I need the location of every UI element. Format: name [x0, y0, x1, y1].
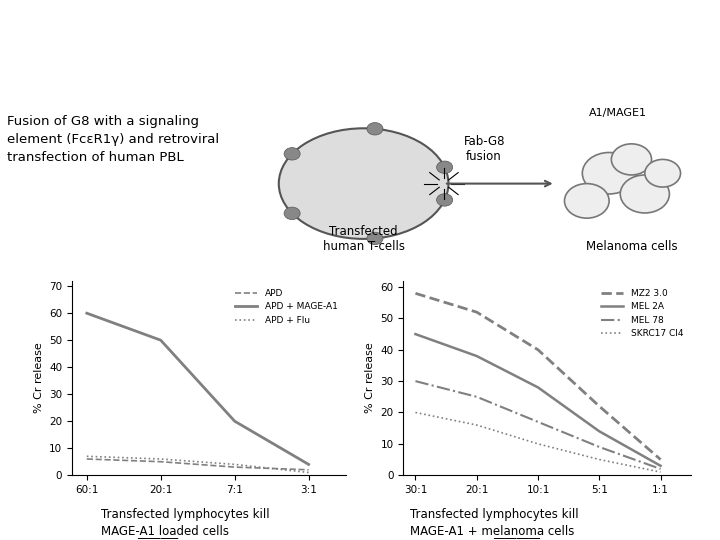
Text: A1/MAGE1: A1/MAGE1 — [589, 107, 647, 118]
Legend: APD, APD + MAGE-A1, APD + Flu: APD, APD + MAGE-A1, APD + Flu — [231, 285, 341, 328]
Circle shape — [367, 232, 383, 245]
Circle shape — [367, 123, 383, 135]
Ellipse shape — [279, 129, 449, 239]
Text: Fusion of G8 with a signaling
element (FcεR1γ) and retroviral
transfection of hu: Fusion of G8 with a signaling element (F… — [7, 115, 220, 164]
Text: Fab-G8 can efficiently retarget primary
human lymphocytes: Fab-G8 can efficiently retarget primary … — [114, 32, 606, 76]
Circle shape — [436, 194, 453, 206]
Text: Transfected lymphocytes kill
MAGE-A1 + melanoma cells: Transfected lymphocytes kill MAGE-A1 + m… — [410, 508, 579, 538]
Circle shape — [284, 147, 300, 160]
Text: Transfected lymphocytes kill
MAGE-A1 loaded cells: Transfected lymphocytes kill MAGE-A1 loa… — [101, 508, 269, 538]
Circle shape — [564, 184, 609, 218]
Text: Melanoma cells: Melanoma cells — [585, 240, 678, 253]
Circle shape — [436, 161, 453, 173]
Text: Transfected
human T-cells: Transfected human T-cells — [323, 225, 405, 253]
Y-axis label: % Cr release: % Cr release — [34, 342, 44, 414]
Circle shape — [645, 159, 680, 187]
Circle shape — [621, 175, 670, 213]
Text: _______: _______ — [137, 526, 178, 539]
Y-axis label: % Cr release: % Cr release — [365, 342, 375, 414]
Circle shape — [611, 144, 652, 175]
Text: Fab-G8
fusion: Fab-G8 fusion — [464, 135, 505, 163]
Text: ________: ________ — [493, 526, 540, 539]
Legend: MZ2 3.0, MEL 2A, MEL 78, SKRC17 Cl4: MZ2 3.0, MEL 2A, MEL 78, SKRC17 Cl4 — [597, 285, 687, 342]
Circle shape — [582, 152, 636, 194]
Circle shape — [284, 207, 300, 220]
